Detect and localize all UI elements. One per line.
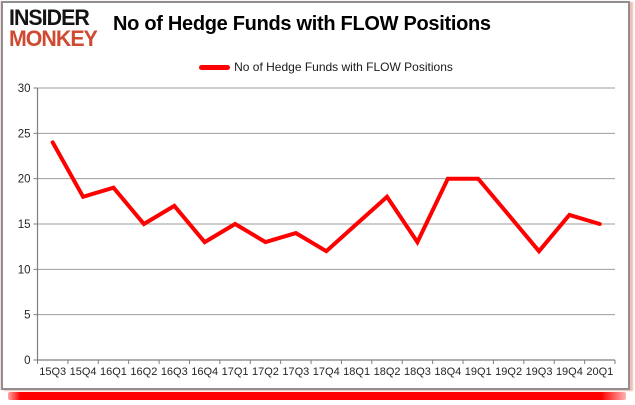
y-axis-tick-label: 10 xyxy=(18,264,31,276)
page-title: No of Hedge Funds with FLOW Positions xyxy=(113,13,491,35)
insider-monkey-logo: INSIDER MONKEY xyxy=(9,5,98,51)
x-axis-tick-label: 19Q3 xyxy=(526,366,553,378)
x-axis-tick-label: 16Q2 xyxy=(130,366,157,378)
y-axis-tick-label: 0 xyxy=(24,355,30,367)
legend-red-line-swatch-icon xyxy=(199,64,231,70)
y-axis-tick-label: 15 xyxy=(18,219,31,231)
x-axis-tick-label: 20Q1 xyxy=(586,366,613,378)
chart-legend: No of Hedge Funds with FLOW Positions xyxy=(37,58,615,76)
logo-line-insider: INSIDER xyxy=(9,5,90,30)
x-axis-tick-label: 17Q1 xyxy=(222,366,249,378)
logo-line-monkey: MONKEY xyxy=(9,26,98,51)
y-axis-tick-label: 20 xyxy=(18,174,31,186)
data-series-line xyxy=(50,140,602,255)
x-axis-tick-label: 19Q2 xyxy=(495,366,522,378)
x-axis-tick-label: 16Q3 xyxy=(161,366,188,378)
x-axis-tick-label: 18Q3 xyxy=(404,366,431,378)
x-axis-tick-label: 18Q2 xyxy=(374,366,401,378)
x-axis-tick-label: 17Q4 xyxy=(313,366,340,378)
x-axis-tick-label: 19Q1 xyxy=(465,366,492,378)
legend-label: No of Hedge Funds with FLOW Positions xyxy=(234,60,453,74)
x-axis-tick-label: 17Q2 xyxy=(252,366,279,378)
x-axis-tick-label: 19Q4 xyxy=(556,366,583,378)
y-axis-tick-label: 30 xyxy=(18,83,31,95)
x-axis-tick-label: 18Q4 xyxy=(434,366,461,378)
y-axis-tick-label: 25 xyxy=(18,128,31,140)
y-axis-tick-label: 5 xyxy=(24,310,30,322)
x-axis-tick-label: 16Q4 xyxy=(191,366,218,378)
x-axis-tick-label: 15Q4 xyxy=(70,366,97,378)
x-axis-tick-label: 15Q3 xyxy=(39,366,66,378)
x-axis-tick-label: 16Q1 xyxy=(100,366,127,378)
bottom-red-bar xyxy=(8,392,626,400)
x-axis-tick-label: 18Q1 xyxy=(343,366,370,378)
x-axis-tick-label: 17Q3 xyxy=(282,366,309,378)
